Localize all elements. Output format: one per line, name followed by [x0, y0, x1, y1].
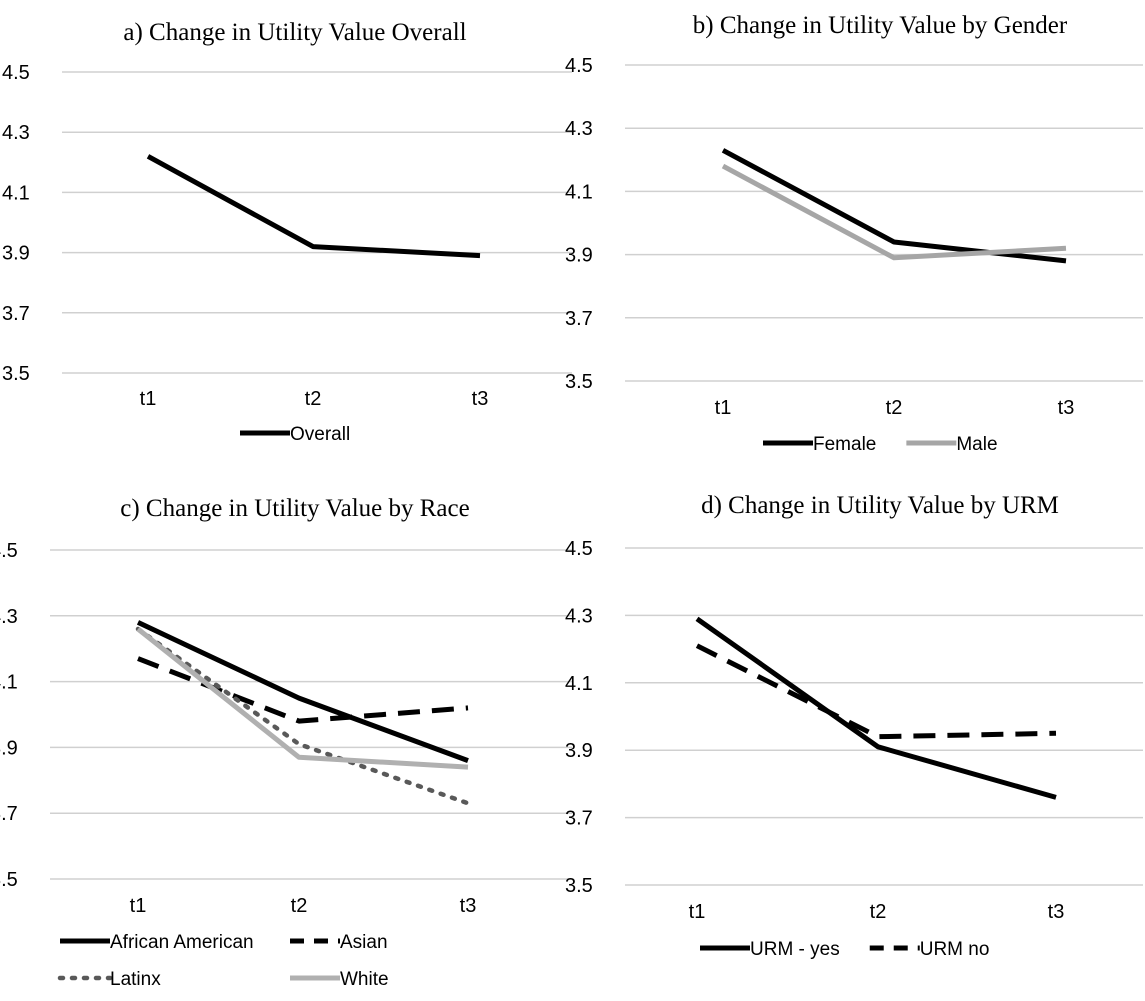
y-tick-label: 4.3: [2, 122, 30, 144]
x-tick-label: t3: [1058, 397, 1075, 419]
legend: African American Asian Latinx White: [57, 932, 389, 990]
y-tick-label: 4.1: [565, 673, 593, 695]
y-tick-label: 3.5: [565, 875, 593, 897]
y-tick-label: 3.5: [565, 371, 593, 393]
series-line-asian: [137, 656, 469, 724]
series-line-female: [721, 148, 1067, 264]
x-tick-label: t2: [305, 388, 322, 410]
legend-label: Overall: [290, 424, 350, 445]
x-tick-label: t2: [870, 901, 887, 923]
y-tick-label: 4.3: [565, 605, 593, 627]
series-line-overall: [146, 154, 481, 259]
chart-title: a) Change in Utility Value Overall: [123, 19, 466, 46]
chart-panel-1: a) Change in Utility Value Overall 3.5 3.7…: [2, 19, 572, 445]
legend: URM - yes URM no: [700, 939, 989, 960]
y-tick-label: 4.1: [565, 181, 593, 203]
x-tick-label: t1: [689, 901, 706, 923]
x-tick-label: t2: [886, 397, 903, 419]
chart-panel-4: d) Change in Utility Value by URM 3.5 3.7 3…: [565, 492, 1143, 960]
y-tick-label: 3.7: [565, 308, 593, 330]
x-tick-label: t3: [472, 388, 489, 410]
y-tick-label: 4.1: [2, 182, 30, 204]
legend: Overall: [240, 424, 350, 445]
y-tick-label: 4.3: [0, 606, 18, 628]
legend-label: Latinx: [110, 969, 161, 990]
chart-title: b) Change in Utility Value by Gender: [693, 12, 1068, 39]
y-tick-label: 4.5: [2, 62, 30, 84]
chart-title: c) Change in Utility Value by Race: [120, 495, 469, 522]
series-line-urm-no: [695, 643, 1057, 740]
y-tick-label: 3.9: [0, 737, 18, 759]
y-tick-label: 4.5: [0, 540, 18, 562]
legend-label: Asian: [340, 932, 388, 953]
y-tick-label: 3.9: [565, 245, 593, 267]
legend-label: Male: [956, 434, 997, 455]
chart-panel-3: c) Change in Utility Value by Race 3.5 3.7…: [0, 495, 572, 990]
y-tick-label: 4.3: [565, 118, 593, 140]
legend: Female Male: [763, 434, 998, 455]
y-tick-label: 4.1: [0, 672, 18, 694]
x-tick-label: t1: [140, 388, 157, 410]
y-tick-label: 4.5: [565, 538, 593, 560]
legend-label: URM - yes: [750, 939, 840, 960]
y-tick-label: 3.9: [2, 243, 30, 265]
legend-label: URM no: [920, 939, 990, 960]
y-tick-label: 3.5: [0, 869, 18, 891]
chart-panel-2: b) Change in Utility Value by Gender 3.5 3…: [565, 12, 1143, 455]
series-line-white: [136, 627, 469, 770]
x-tick-label: t3: [460, 895, 477, 917]
y-tick-label: 3.5: [2, 363, 30, 385]
x-tick-label: t3: [1048, 901, 1065, 923]
y-tick-label: 3.7: [0, 803, 18, 825]
x-tick-label: t1: [715, 397, 732, 419]
y-tick-label: 4.5: [565, 55, 593, 77]
legend-label: African American: [110, 932, 254, 953]
x-tick-label: t2: [291, 895, 308, 917]
legend-label: Female: [813, 434, 876, 455]
series-line-latinx: [135, 626, 471, 806]
y-tick-label: 3.9: [565, 740, 593, 762]
legend-label: White: [340, 969, 389, 990]
series-line-african-american: [136, 620, 469, 763]
x-tick-label: t1: [130, 895, 147, 917]
y-tick-label: 3.7: [565, 808, 593, 830]
chart-title: d) Change in Utility Value by URM: [701, 492, 1059, 519]
y-tick-label: 3.7: [2, 303, 30, 325]
series-line-urm-yes: [695, 616, 1057, 800]
series-line-male: [721, 163, 1067, 261]
